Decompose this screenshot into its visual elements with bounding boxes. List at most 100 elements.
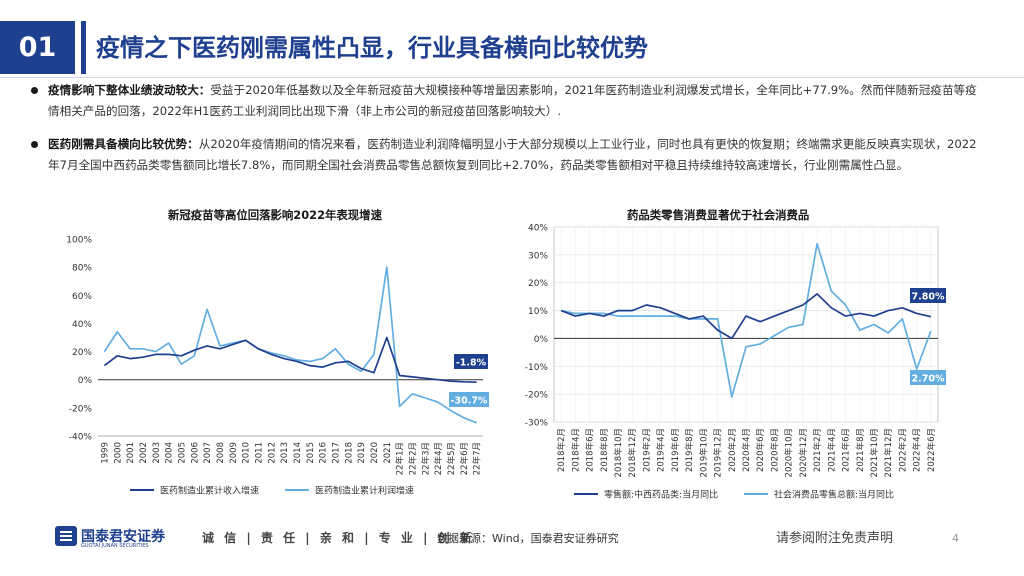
bullet-1-heading: 疫情影响下整体业绩波动较大： [48,83,211,97]
chart-2-xtick-label: 2021年4月 [826,428,837,472]
chart-1-xtick-label: 22年3月 [420,442,431,475]
chart-2-series-2-line [560,242,932,398]
bullet-point-2: 医药刚需具备横向比较优势：从2020年疫情期间的情况来看，医药制造业利润降幅明显… [31,134,978,176]
chart-2-xtick-label: 2019年12月 [713,428,724,477]
bullet-1-text: 受益于2020年低基数以及全年新冠疫苗大规模接种等增量因素影响，2021年医药制… [48,83,977,118]
chart-2-xtick-label: 2020年12月 [798,428,809,477]
chart-1-ytick-label: 20% [72,348,92,358]
header-rule [0,77,1024,78]
chart-2-xtick-label: 2019年10月 [698,428,709,477]
chart-1-ytick-label: -20% [69,404,93,414]
chart-2-ytick-label: 40% [528,224,548,234]
chart-1-ytick-label: 0% [78,376,93,386]
chart-1-xtick-label: 2002 [139,442,149,464]
chart-1-xtick-label: 2014 [293,442,303,464]
chart-1-xtick-label: 2019 [357,442,367,464]
chart-1-xtick-label: 1999 [100,442,110,464]
chart-2-xtick-label: 2019年6月 [670,428,681,472]
chart-1-xtick-label: 2007 [203,442,213,464]
chart-2-legend-label: 社会消费品零售总额:当月同比 [774,489,894,501]
chart-1-xtick-label: 2004 [165,442,175,464]
chart-2-ytick-label: -10% [525,363,549,373]
chart-1-xtick-label: 2018 [344,442,354,464]
chart-1-ytick-label: 100% [66,236,92,246]
chart-2-xtick-label: 2018年6月 [585,428,596,472]
chart-1-xtick-label: 2015 [306,442,316,464]
chart-1-end-label-box [449,392,489,407]
chart-1-xtick-label: 22年4月 [433,442,444,475]
chart-1-end-label: -1.8% [456,358,487,369]
chart-2-xtick-label: 2022年4月 [912,428,923,472]
chart-2-xtick-label: 2021年8月 [855,428,866,472]
chart-2-end-label: 7.80% [912,292,945,303]
bullet-dot [31,87,38,94]
chart-1-xtick-label: 2011 [254,442,264,464]
bullet-dot [31,141,38,148]
chart-2-ytick-label: 30% [528,251,548,261]
chart-1-xtick-label: 2010 [242,442,252,464]
chart-2-xtick-label: 2020年8月 [769,428,780,472]
chart-1-xtick-label: 2001 [126,442,136,464]
chart-2-xtick-label: 2022年6月 [926,428,937,472]
chart-1-xtick-label: 2020 [370,442,380,464]
chart-2-end-label-box [910,370,946,385]
chart-1-xtick-label: 2009 [229,442,239,464]
chart-1-end-label: -30.7% [451,396,488,407]
bullet-point-1: 疫情影响下整体业绩波动较大：受益于2020年低基数以及全年新冠疫苗大规模接种等增… [31,80,978,122]
chart-1-xtick-label: 22年5月 [446,442,457,475]
chart-1-xtick-label: 2006 [190,442,200,464]
chart-1-legend-label: 医药制造业累计利润增速 [315,485,414,497]
chart-1-title: 新冠疫苗等高位回落影响2022年表现增速 [168,208,382,222]
chart-1-xtick-label: 2017 [331,442,341,464]
chart-2-end-label: 2.70% [912,374,945,385]
chart-1-ytick-label: -40% [69,433,93,443]
chart-2-xtick-label: 2019年2月 [641,428,652,472]
chart-2-xtick-label: 2018年12月 [627,428,638,477]
chart-1-end-label-box [454,354,488,369]
chart-1-ytick-label: 80% [72,264,92,274]
chart-2-xtick-label: 2018年10月 [613,428,624,477]
chart-2-ytick-label: 10% [528,307,548,317]
chart-1-ytick-label: 40% [72,320,92,330]
page-title: 疫情之下医药刚需属性凸显，行业具备横向比较优势 [96,34,648,62]
company-logo: 国泰君安证券 GUOTAI JUNAN SECURITIES [55,524,195,554]
chart-1-xtick-label: 2016 [319,442,329,464]
chart-1-xtick-label: 22年1月 [395,442,406,475]
chart-2-ytick-label: -30% [525,419,549,429]
chart-2-xtick-label: 2020年4月 [741,428,752,472]
chart-2-xtick-label: 2018年4月 [570,428,581,472]
chart-2-xtick-label: 2021年2月 [812,428,823,472]
chart-1-legend-label: 医药制造业累计收入增速 [160,485,259,497]
chart-1-ytick-label: 60% [72,292,92,302]
header-divider [81,21,86,74]
bullet-2-heading: 医药刚需具备横向比较优势： [48,137,199,151]
chart-2-xtick-label: 2020年10月 [784,428,795,477]
chart-2-xtick-label: 2018年2月 [556,428,567,472]
disclaimer-link[interactable]: 请参阅附注免责声明 [776,531,894,546]
chart-2-xtick-label: 2019年4月 [656,428,667,472]
chart-2-xtick-label: 2021年6月 [841,428,852,472]
chart-1-xtick-label: 22年7月 [472,442,483,475]
page-number: 4 [952,532,959,545]
chart-1-xtick-label: 22年6月 [459,442,470,475]
chart-1-xtick-label: 2003 [152,442,162,464]
chart-1-xtick-label: 2005 [177,442,187,464]
company-motto: 诚 信 | 责 任 | 亲 和 | 专 业 | 创 新 [202,531,475,545]
bullet-2-text: 从2020年疫情期间的情况来看，医药制造业利润降幅明显小于大部分规模以上工业行业… [48,137,977,172]
chart-1-xtick-label: 2008 [216,442,226,464]
section-number: 01 [0,21,75,74]
chart-2-xtick-label: 2019年8月 [684,428,695,472]
chart-1-series-2-line [103,266,477,424]
logo-mark-icon [55,526,77,546]
chart-2-xtick-label: 2020年2月 [727,428,738,472]
chart-2-ytick-label: -20% [525,391,549,401]
chart-1-series-1-line [103,336,477,384]
chart-2-legend-label: 零售额:中西药品类:当月同比 [604,489,718,501]
chart-1-xtick-label: 2012 [267,442,277,464]
chart-1-xtick-label: 2013 [280,442,290,464]
chart-2-xtick-label: 2020年6月 [755,428,766,472]
logo-subtext: GUOTAI JUNAN SECURITIES [81,543,149,549]
chart-1-xtick-label: 22年2月 [407,442,418,475]
logo-text: 国泰君安证券 [81,529,165,545]
